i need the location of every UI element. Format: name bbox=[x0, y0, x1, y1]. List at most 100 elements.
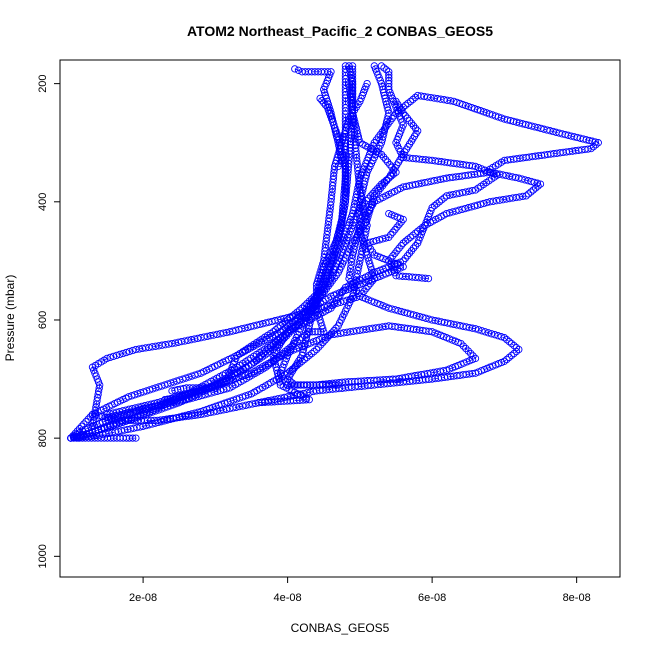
data-point bbox=[301, 309, 309, 317]
data-point bbox=[411, 93, 419, 102]
data-point bbox=[334, 381, 342, 389]
data-point bbox=[491, 331, 499, 339]
data-points bbox=[67, 62, 602, 442]
data-point bbox=[103, 422, 111, 430]
data-point bbox=[370, 62, 378, 70]
data-point bbox=[310, 347, 318, 356]
data-point bbox=[69, 432, 77, 440]
y-axis-label: Pressure (mbar) bbox=[3, 275, 17, 362]
series-line bbox=[229, 213, 405, 374]
data-point bbox=[300, 355, 309, 364]
data-point bbox=[341, 62, 350, 70]
data-point bbox=[168, 387, 176, 395]
data-point bbox=[264, 361, 272, 369]
data-point bbox=[271, 343, 280, 351]
data-point bbox=[481, 328, 489, 336]
data-point bbox=[171, 386, 179, 394]
data-point bbox=[283, 375, 292, 383]
data-point bbox=[271, 355, 280, 364]
data-point bbox=[411, 242, 420, 250]
data-point bbox=[291, 339, 299, 348]
data-point bbox=[406, 97, 415, 106]
data-point bbox=[276, 328, 285, 336]
data-point bbox=[430, 202, 439, 210]
data-point bbox=[500, 357, 509, 365]
data-point bbox=[344, 118, 352, 126]
data-point bbox=[380, 64, 388, 72]
x-axis: 2e-08 4e-08 6e-08 8e-08 bbox=[129, 577, 591, 604]
series-line bbox=[70, 65, 368, 439]
x-tick-label: 8e-08 bbox=[563, 592, 591, 604]
data-point bbox=[401, 237, 410, 245]
data-point bbox=[409, 244, 418, 252]
data-point bbox=[283, 345, 292, 354]
data-point bbox=[383, 177, 391, 185]
data-point bbox=[385, 77, 393, 85]
data-point bbox=[385, 209, 393, 218]
data-point bbox=[389, 228, 397, 236]
data-point bbox=[424, 274, 433, 283]
data-point bbox=[507, 339, 516, 348]
data-point bbox=[386, 161, 394, 169]
x-tick-label: 2e-08 bbox=[129, 592, 157, 604]
data-point bbox=[279, 349, 287, 358]
data-point bbox=[276, 351, 285, 360]
data-point bbox=[409, 122, 418, 130]
data-point bbox=[320, 99, 328, 107]
data-point bbox=[244, 391, 253, 399]
data-point bbox=[484, 167, 492, 176]
data-point bbox=[346, 264, 355, 273]
data-point bbox=[382, 66, 391, 74]
data-point bbox=[71, 429, 79, 438]
data-point bbox=[288, 318, 297, 326]
data-point bbox=[527, 188, 535, 196]
data-point bbox=[346, 295, 354, 303]
data-point bbox=[374, 187, 383, 195]
data-point bbox=[393, 223, 401, 231]
data-point bbox=[536, 180, 545, 188]
x-tick-label: 6e-08 bbox=[418, 592, 446, 604]
data-point bbox=[505, 353, 513, 362]
plot-frame bbox=[59, 59, 621, 578]
data-point bbox=[385, 68, 393, 76]
data-point bbox=[318, 96, 326, 105]
data-point bbox=[345, 79, 353, 88]
data-point bbox=[360, 199, 368, 207]
data-point bbox=[385, 82, 393, 91]
data-point bbox=[406, 233, 415, 241]
data-point bbox=[346, 268, 354, 276]
data-point bbox=[103, 413, 111, 422]
data-point bbox=[288, 341, 297, 350]
chart-title: ATOM2 Northeast_Pacific_2 CONBAS_GEOS5 bbox=[187, 23, 493, 39]
data-point bbox=[375, 182, 384, 191]
data-point bbox=[356, 292, 364, 300]
data-point bbox=[395, 244, 403, 252]
data-point bbox=[433, 200, 441, 208]
y-tick-label: 400 bbox=[37, 193, 49, 211]
data-point bbox=[75, 434, 84, 442]
data-point bbox=[305, 351, 313, 360]
data-point bbox=[281, 347, 289, 356]
data-point bbox=[281, 324, 289, 332]
x-axis-label: CONBAS_GEOS5 bbox=[291, 621, 390, 635]
data-point bbox=[293, 337, 301, 346]
data-point bbox=[397, 242, 405, 250]
data-point bbox=[345, 83, 354, 91]
data-point bbox=[592, 141, 600, 149]
data-point bbox=[340, 297, 348, 305]
data-point bbox=[385, 79, 393, 88]
data-point bbox=[308, 349, 316, 358]
data-point bbox=[379, 153, 388, 161]
data-point bbox=[493, 171, 501, 179]
data-point bbox=[503, 355, 511, 364]
data-point bbox=[369, 195, 378, 203]
data-point bbox=[399, 239, 407, 247]
data-point bbox=[294, 66, 303, 74]
data-point bbox=[125, 347, 134, 356]
data-point bbox=[345, 271, 354, 279]
data-point bbox=[464, 347, 472, 355]
data-point bbox=[510, 341, 518, 350]
data-point bbox=[80, 420, 88, 428]
data-point bbox=[401, 254, 409, 263]
y-tick-label: 200 bbox=[37, 74, 49, 92]
